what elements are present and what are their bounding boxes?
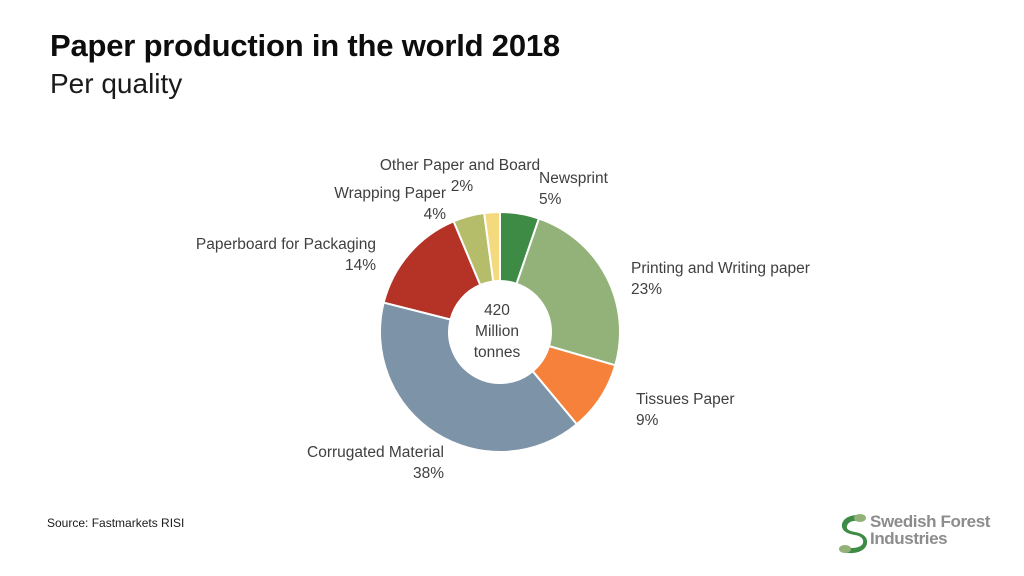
logo-text-line1: Swedish Forest (870, 512, 991, 531)
source-note: Source: Fastmarkets RISI (47, 516, 185, 530)
slice-value-tissues-paper: 9% (636, 412, 659, 429)
center-text-line-1: 420 (484, 302, 510, 319)
slice-paperboard-for-packaging (382, 220, 482, 321)
slice-label-printing-and-writing-paper: Printing and Writing paper (631, 260, 810, 277)
slice-value-wrapping-paper: 4% (424, 206, 447, 223)
logo-leaf-icon (839, 514, 868, 554)
slice-label-wrapping-paper: Wrapping Paper (334, 185, 446, 202)
center-text-line-2: Million (475, 323, 519, 340)
slice-corrugated-material (379, 301, 579, 453)
slice-label-other-paper-and-board: Other Paper and Board (380, 157, 540, 174)
slice-value-other-paper-and-board: 2% (451, 178, 474, 195)
page-subtitle: Per quality (50, 68, 183, 99)
logo-text-line2: Industries (870, 529, 948, 548)
slice-value-printing-and-writing-paper: 23% (631, 281, 662, 298)
slice-label-tissues-paper: Tissues Paper (636, 391, 735, 408)
slice-label-paperboard-for-packaging: Paperboard for Packaging (196, 236, 376, 253)
slice-value-newsprint: 5% (539, 191, 562, 208)
slice-printing-and-writing-paper (515, 217, 621, 367)
slice-value-paperboard-for-packaging: 14% (345, 257, 376, 274)
slice-value-corrugated-material: 38% (413, 465, 444, 482)
center-text-line-3: tonnes (474, 344, 521, 361)
slice-other-paper-and-board (483, 210, 501, 283)
slice-label-corrugated-material: Corrugated Material (307, 444, 444, 461)
page-title: Paper production in the world 2018 (50, 28, 560, 63)
swedish-forest-industries-logo: Swedish Forest Industries (836, 512, 996, 554)
slice-label-newsprint: Newsprint (539, 170, 609, 187)
